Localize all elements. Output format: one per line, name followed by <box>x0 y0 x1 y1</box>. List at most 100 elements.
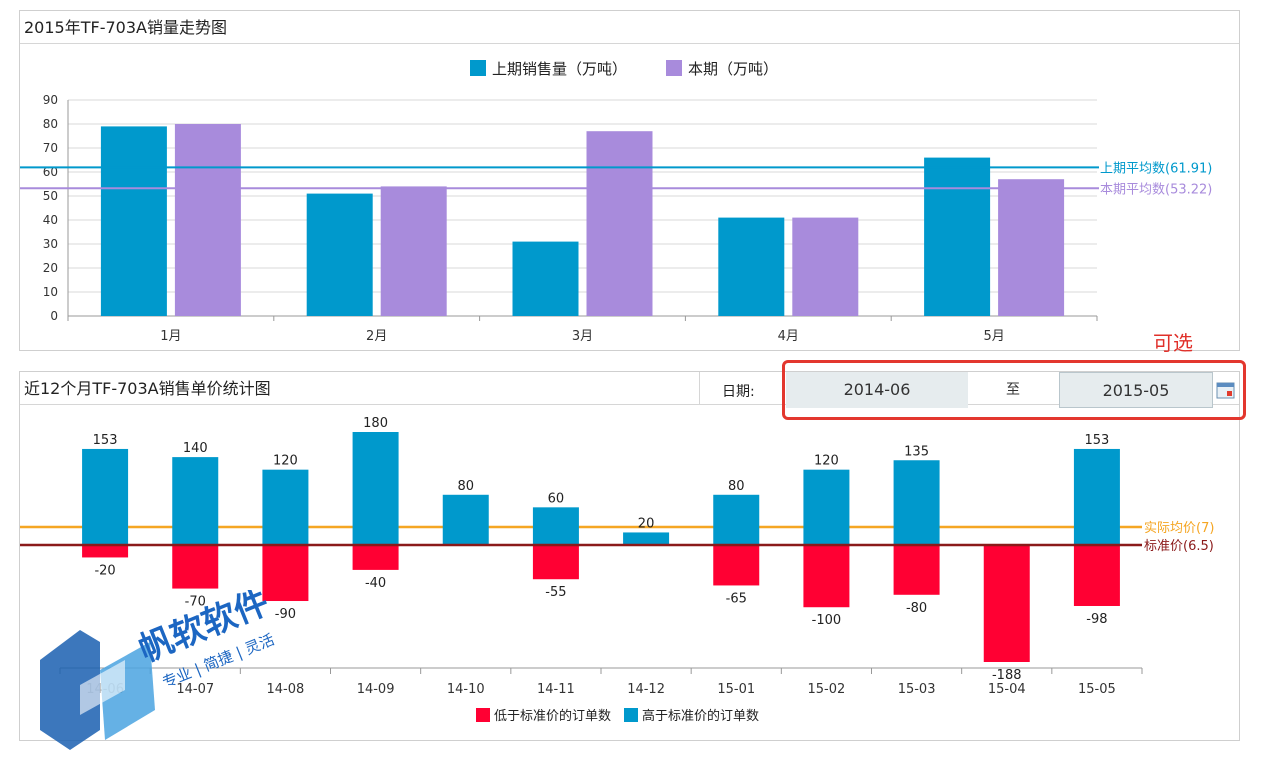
bar-below-standard <box>82 545 129 558</box>
x-tick-label: 15-03 <box>898 682 936 697</box>
bar-above-standard <box>713 494 760 545</box>
y-tick-label: 90 <box>43 93 58 107</box>
data-label: 80 <box>728 479 745 494</box>
legend-label-1: 高于标准价的订单数 <box>642 708 759 724</box>
x-tick-label: 14-07 <box>176 682 214 697</box>
x-tick-label: 5月 <box>983 329 1004 344</box>
legend-label-0: 上期销售量（万吨） <box>492 60 627 78</box>
data-label: 180 <box>363 416 388 431</box>
bar-current <box>586 131 653 316</box>
data-label: 60 <box>548 491 565 506</box>
x-tick-label: 1月 <box>160 329 181 344</box>
y-tick-label: 70 <box>43 141 58 155</box>
data-label: 120 <box>814 454 839 469</box>
data-label: 20 <box>638 516 655 531</box>
bar-below-standard <box>1073 545 1120 606</box>
bar-current <box>998 179 1065 316</box>
data-label: -98 <box>1086 612 1107 627</box>
y-tick-label: 80 <box>43 117 58 131</box>
bar-above-standard <box>623 532 670 545</box>
bar-current <box>174 124 241 316</box>
data-label: 135 <box>904 444 929 459</box>
bar-previous <box>718 217 785 316</box>
bar-above-standard <box>893 460 940 545</box>
data-label: -80 <box>906 601 927 616</box>
x-tick-label: 3月 <box>572 329 593 344</box>
y-tick-label: 40 <box>43 213 58 227</box>
y-tick-label: 50 <box>43 189 58 203</box>
legend-swatch-0 <box>470 60 486 76</box>
bar-above-standard <box>172 457 219 545</box>
bar-above-standard <box>442 494 489 545</box>
y-tick-label: 20 <box>43 261 58 275</box>
bar-below-standard <box>803 545 850 608</box>
y-tick-label: 60 <box>43 165 58 179</box>
calendar-icon[interactable] <box>1216 381 1236 399</box>
y-tick-label: 30 <box>43 237 58 251</box>
fanruan-logo-mark: 帆软软件 专业 | 简捷 | 灵活 <box>40 582 277 750</box>
bar-above-standard <box>352 432 399 545</box>
bar-below-standard <box>352 545 399 570</box>
reference-line-label: 标准价(6.5) <box>1144 539 1214 554</box>
bar-previous <box>512 241 579 316</box>
legend-swatch-0 <box>476 708 490 722</box>
bar-below-standard <box>893 545 940 595</box>
x-tick-label: 14-11 <box>537 682 575 697</box>
sales-trend-chart: 上期销售量（万吨） 本期（万吨） 0 10 20 30 40 50 60 70 80 90 1月 2月 3月… <box>20 60 1212 344</box>
reference-line-label: 本期平均数(53.22) <box>1100 182 1212 197</box>
bar-previous <box>924 157 991 316</box>
x-tick-label: 15-05 <box>1078 682 1116 697</box>
x-tick-label: 14-09 <box>357 682 395 697</box>
bar-below-standard <box>532 545 579 580</box>
data-label: -188 <box>992 668 1022 683</box>
x-tick-label: 4月 <box>778 329 799 344</box>
bar-below-standard <box>983 545 1030 662</box>
x-tick-label: 2月 <box>366 329 387 344</box>
reference-line-label: 实际均价(7) <box>1144 521 1214 536</box>
bar-above-standard <box>82 448 129 545</box>
bar-current <box>380 186 447 316</box>
x-tick-label: 15-01 <box>717 682 755 697</box>
date-label: 日期: <box>722 384 755 400</box>
data-label: 153 <box>1085 433 1110 448</box>
price-stats-title: 近12个月TF-703A销售单价统计图 <box>20 372 700 405</box>
price-stats-panel: 近12个月TF-703A销售单价统计图 实际均价(7)153-2014-0614… <box>19 371 1240 741</box>
date-range-highlight <box>782 360 1246 420</box>
legend-label-0: 低于标准价的订单数 <box>494 708 611 724</box>
date-to-input[interactable]: 2015-05 <box>1059 372 1213 408</box>
date-from-input[interactable]: 2014-06 <box>786 372 968 408</box>
y-tick-label: 0 <box>50 309 58 323</box>
data-label: -40 <box>365 576 386 591</box>
data-label: -100 <box>812 613 842 628</box>
data-label: 140 <box>183 441 208 456</box>
optional-annotation: 可选 <box>1153 331 1193 355</box>
bar-below-standard <box>713 545 760 586</box>
price-stats-chart: 实际均价(7)153-2014-06140-7014-07120-9014-08… <box>20 416 1214 724</box>
x-tick-label: 14-08 <box>267 682 305 697</box>
fanruan-logo: 帆软软件 专业 | 简捷 | 灵活 <box>30 582 330 760</box>
legend-label-1: 本期（万吨） <box>688 60 778 78</box>
data-label: -20 <box>94 563 115 578</box>
x-tick-label: 14-12 <box>627 682 665 697</box>
date-separator: 至 <box>1006 382 1020 398</box>
x-tick-label: 14-10 <box>447 682 485 697</box>
data-label: -70 <box>185 595 206 610</box>
reference-line-label: 上期平均数(61.91) <box>1100 161 1212 176</box>
filter-bar <box>700 372 1239 405</box>
data-label: -90 <box>275 607 296 622</box>
bar-above-standard <box>262 469 309 545</box>
bar-above-standard <box>803 469 850 545</box>
bar-below-standard <box>172 545 219 589</box>
sales-trend-panel: 2015年TF-703A销量走势图 上期销售量（万吨） 本期（万吨） 0 10 20 30… <box>19 10 1240 351</box>
bar-above-standard <box>532 507 579 545</box>
data-label: 120 <box>273 454 298 469</box>
bar-previous <box>100 126 167 317</box>
x-tick-label: 15-04 <box>988 682 1026 697</box>
y-tick-label: 10 <box>43 285 58 299</box>
bar-previous <box>306 193 373 316</box>
legend-swatch-1 <box>666 60 682 76</box>
bar-below-standard <box>262 545 309 602</box>
data-label: -65 <box>726 591 747 606</box>
bar-above-standard <box>1073 448 1120 545</box>
bar-current <box>792 217 859 316</box>
